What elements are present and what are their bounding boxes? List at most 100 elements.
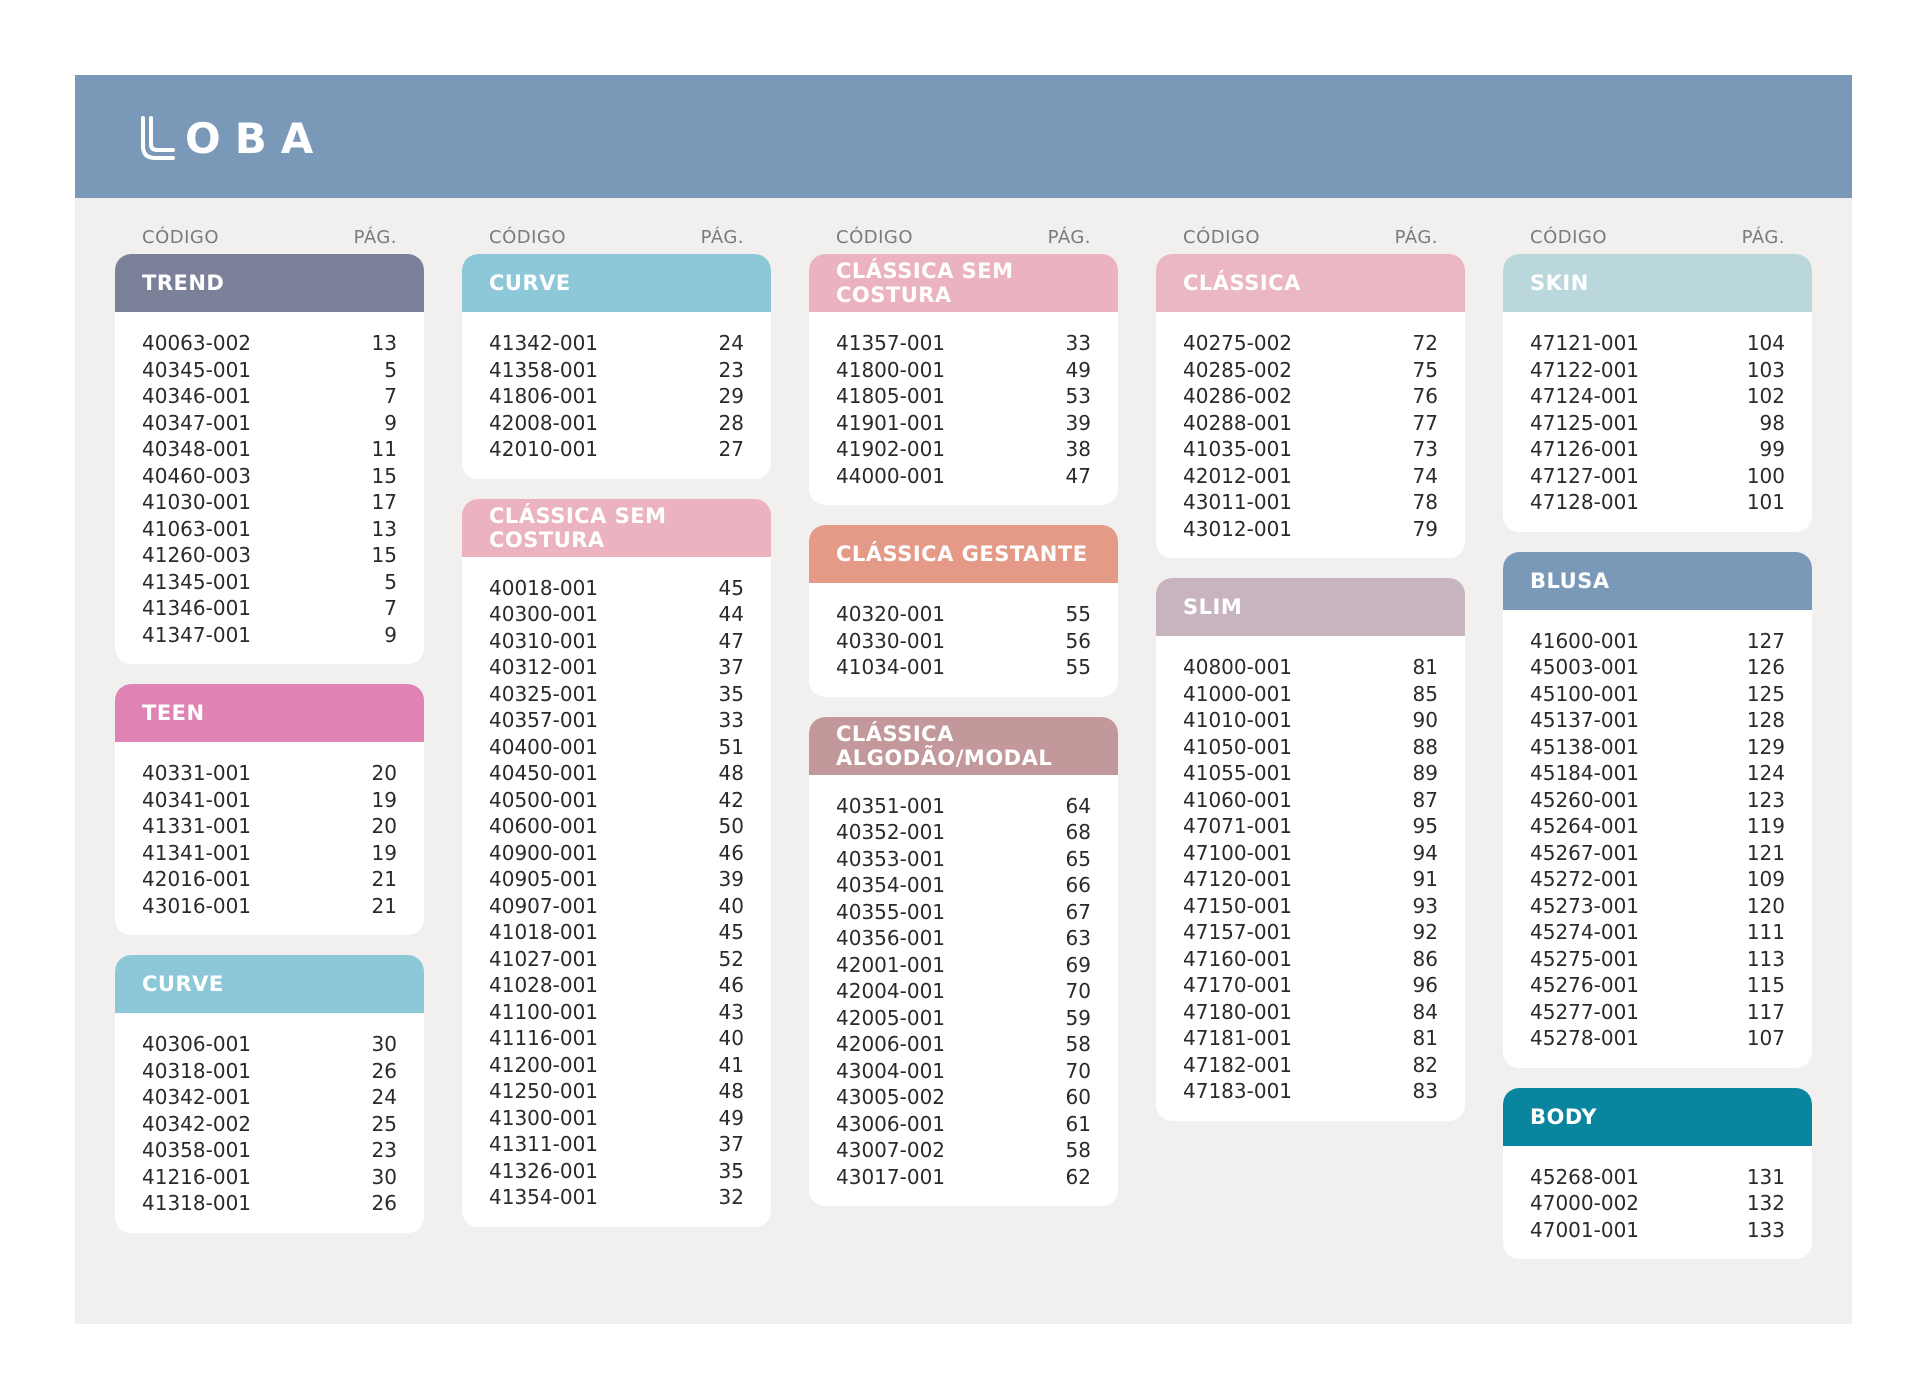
product-page: 127: [1746, 628, 1785, 653]
product-code: 41260-003: [142, 543, 252, 567]
product-list: 40063-002 13 40345-001 5 40346-001 7 40347-001…: [115, 312, 424, 664]
product-row: 45184-001 124: [1530, 760, 1785, 787]
product-page: 81: [1412, 655, 1438, 679]
product-page: 75: [1412, 357, 1438, 382]
product-row: 43016-001 21: [142, 893, 397, 920]
page-header-label: PÁG.: [353, 226, 397, 248]
product-page: 121: [1746, 840, 1785, 865]
product-code: 47124-001: [1530, 384, 1640, 408]
product-code: 41116-001: [489, 1026, 599, 1050]
product-code: 41063-001: [142, 516, 252, 541]
product-code: 40357-001: [489, 708, 599, 732]
product-page: 24: [718, 331, 744, 355]
product-row: 47183-001 83: [1183, 1078, 1438, 1105]
product-code: 40358-001: [142, 1138, 252, 1162]
product-page: 5: [384, 569, 397, 594]
page-header-label: PÁG.: [700, 226, 744, 248]
product-code: 41326-001: [489, 1158, 599, 1183]
product-row: 47120-001 91: [1183, 866, 1438, 893]
category-card: CURVE 41342-001 24 41358-001 23 41806-001 29 42…: [462, 254, 771, 479]
category-title: CLÁSSICA: [1156, 254, 1465, 312]
product-page: 70: [1065, 979, 1091, 1003]
product-code: 43004-001: [836, 1058, 946, 1083]
product-code: 47127-001: [1530, 463, 1640, 488]
product-code: 42012-001: [1183, 463, 1293, 488]
product-page: 120: [1746, 893, 1785, 918]
product-page: 100: [1746, 463, 1785, 488]
product-code: 45272-001: [1530, 867, 1640, 891]
product-page: 55: [1065, 655, 1091, 679]
product-row: 41035-001 73: [1183, 436, 1438, 463]
product-code: 42005-001: [836, 1005, 946, 1030]
product-page: 64: [1065, 793, 1091, 818]
product-page: 11: [371, 437, 397, 461]
code-header-label: CÓDIGO: [1183, 226, 1261, 248]
product-row: 40347-001 9: [142, 410, 397, 437]
product-code: 47125-001: [1530, 410, 1640, 435]
product-page: 104: [1746, 331, 1785, 355]
product-row: 45273-001 120: [1530, 893, 1785, 920]
product-row: 43006-001 61: [836, 1111, 1091, 1138]
product-row: 40900-001 46: [489, 840, 744, 867]
product-code: 41028-001: [489, 973, 599, 997]
brand-logo: OBA: [139, 115, 327, 163]
product-row: 41901-001 39: [836, 410, 1091, 437]
product-row: 42004-001 70: [836, 978, 1091, 1005]
product-row: 44000-001 47: [836, 463, 1091, 490]
product-page: 5: [384, 357, 397, 382]
product-code: 42016-001: [142, 867, 252, 891]
product-page: 93: [1412, 893, 1438, 918]
product-code: 41347-001: [142, 622, 252, 647]
product-row: 40312-001 37: [489, 654, 744, 681]
product-page: 46: [718, 973, 744, 997]
product-row: 41326-001 35: [489, 1158, 744, 1185]
product-code: 45137-001: [1530, 708, 1640, 732]
product-page: 74: [1412, 463, 1438, 488]
product-code: 45275-001: [1530, 946, 1640, 971]
product-page: 58: [1065, 1138, 1091, 1162]
product-page: 20: [371, 761, 397, 785]
product-row: 47126-001 99: [1530, 436, 1785, 463]
product-row: 47128-001 101: [1530, 489, 1785, 516]
category-card: CLÁSSICA GESTANTE 40320-001 55 40330-001 56 4…: [809, 525, 1118, 697]
product-row: 41027-001 52: [489, 946, 744, 973]
product-page: 27: [718, 437, 744, 461]
product-code: 41346-001: [142, 596, 252, 620]
product-page: 48: [718, 761, 744, 785]
product-page: 98: [1759, 410, 1785, 435]
product-code: 41060-001: [1183, 787, 1293, 812]
product-row: 41050-001 88: [1183, 734, 1438, 761]
product-code: 45184-001: [1530, 761, 1640, 785]
column-header: CÓDIGO PÁG.: [1156, 220, 1465, 254]
column-header: CÓDIGO PÁG.: [462, 220, 771, 254]
product-row: 45276-001 115: [1530, 972, 1785, 999]
product-code: 40348-001: [142, 437, 252, 461]
product-page: 19: [371, 840, 397, 865]
product-code: 41300-001: [489, 1105, 599, 1130]
product-page: 7: [384, 384, 397, 408]
catalog-index-page: OBA CÓDIGO PÁG. TREND 40063-002 13 40345-001 5…: [75, 75, 1852, 1324]
product-page: 35: [718, 1158, 744, 1183]
product-code: 40356-001: [836, 926, 946, 950]
product-page: 78: [1412, 490, 1438, 514]
product-code: 47121-001: [1530, 331, 1640, 355]
product-page: 70: [1065, 1058, 1091, 1083]
product-row: 45100-001 125: [1530, 681, 1785, 708]
product-code: 41342-001: [489, 331, 599, 355]
product-page: 51: [718, 734, 744, 759]
product-page: 92: [1412, 920, 1438, 944]
product-page: 53: [1065, 384, 1091, 408]
product-code: 41100-001: [489, 999, 599, 1024]
product-row: 41354-001 32: [489, 1184, 744, 1211]
product-code: 40450-001: [489, 761, 599, 785]
product-code: 40275-002: [1183, 331, 1293, 355]
product-page: 95: [1412, 814, 1438, 838]
product-page: 102: [1746, 384, 1785, 408]
category-card: CLÁSSICA SEM COSTURA 40018-001 45 40300-001…: [462, 498, 771, 1227]
product-page: 35: [718, 681, 744, 706]
product-code: 40353-001: [836, 846, 946, 871]
product-page: 49: [1065, 357, 1091, 382]
product-page: 40: [718, 893, 744, 918]
product-code: 41035-001: [1183, 437, 1293, 461]
product-row: 45003-001 126: [1530, 654, 1785, 681]
